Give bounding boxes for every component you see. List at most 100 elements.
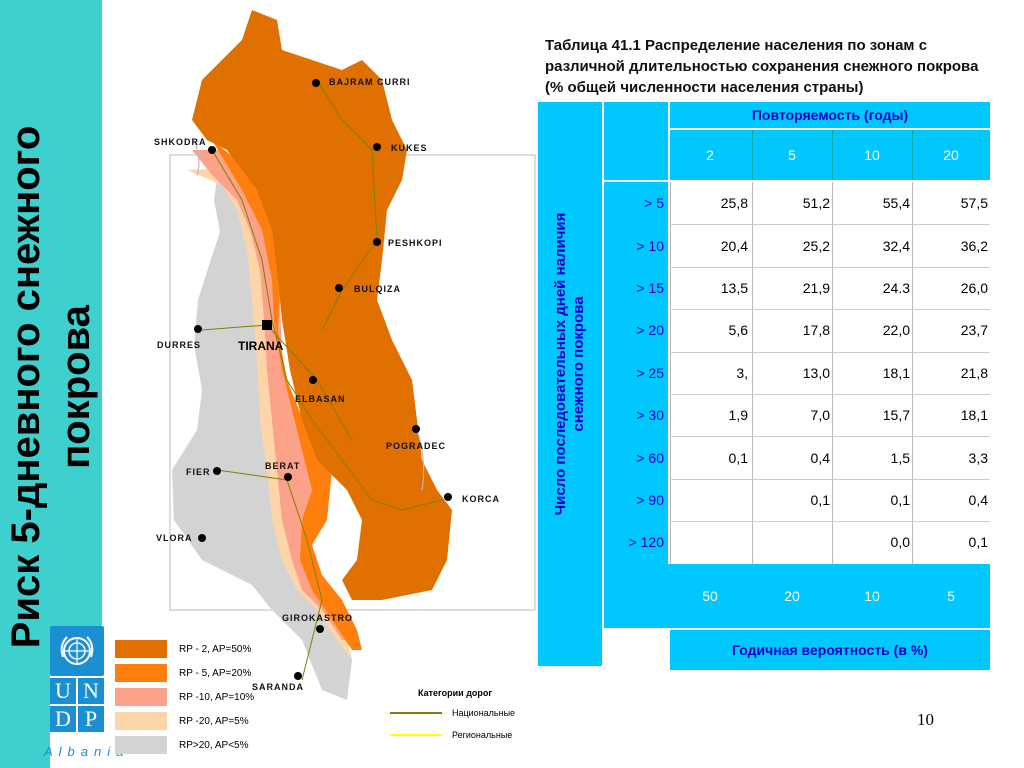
table-cell: 17,8 <box>802 322 830 339</box>
legend-label: RP -20, AP=5% <box>179 715 249 727</box>
zone-rp-2 <box>192 10 452 600</box>
city-label: KORCA <box>462 494 500 504</box>
probability-value: 50 <box>702 588 718 604</box>
legend-label: RP -10, AP=10% <box>179 691 255 703</box>
table-cell: 22,0 <box>882 322 910 339</box>
row-label: > 25 <box>636 364 664 381</box>
population-table: Повторяемость (годы) 2 5 10 20 Число пос… <box>538 102 990 670</box>
national-road <box>211 149 443 511</box>
table-cell <box>752 521 830 563</box>
table-cell: 3,3 <box>968 449 988 466</box>
probability-value: 10 <box>864 588 880 604</box>
city-label: KUKES <box>391 143 428 153</box>
country-label: Albania <box>44 744 130 759</box>
table-cell: 25,8 <box>720 195 748 212</box>
legend-swatch <box>115 736 167 754</box>
row-label: > 60 <box>636 449 664 466</box>
year-header-band <box>670 130 990 180</box>
table-cell: 57,5 <box>960 195 988 212</box>
legend-swatch <box>115 664 167 682</box>
header-top-label: Повторяемость (годы) <box>751 107 909 123</box>
legend-swatch <box>115 640 167 658</box>
table-cell: 55,4 <box>882 195 910 212</box>
legend-label: RP - 2, AP=50% <box>179 643 252 655</box>
legend-swatch <box>115 688 167 706</box>
undp-letter: P <box>78 706 104 732</box>
legend-item: RP -20, AP=5% <box>115 712 275 730</box>
national-road <box>201 324 353 441</box>
national-road <box>316 79 378 331</box>
city-label: VLORA <box>156 533 193 543</box>
table-cell: 0,1 <box>728 449 748 466</box>
table-cell: 21,9 <box>802 279 830 296</box>
probability-value: 20 <box>784 588 800 604</box>
table-cell: 26,0 <box>960 279 988 296</box>
city-label: POGRADEC <box>386 441 446 451</box>
table-cell: 13,0 <box>802 364 830 381</box>
page-number: 10 <box>917 710 934 729</box>
legend-swatch <box>115 712 167 730</box>
table-cell <box>670 521 748 563</box>
row-label: > 20 <box>636 322 664 339</box>
undp-letter: D <box>50 706 76 732</box>
road-legend-item: Национальные <box>390 708 515 718</box>
legend-item: RP - 5, AP=20% <box>115 664 275 682</box>
table-cell: 25,2 <box>802 237 830 254</box>
table-cell: 0,0 <box>890 534 910 551</box>
table-cell <box>670 479 748 521</box>
table-footer-label: Годичная вероятность (в %) <box>732 642 928 658</box>
year-header: 5 <box>788 147 796 163</box>
table-cell: 7,0 <box>810 407 830 424</box>
zone-rp-20 <box>187 168 352 660</box>
row-label: > 10 <box>636 237 664 254</box>
table-cell: 3, <box>736 364 748 381</box>
undp-logo: U N D P <box>50 626 108 732</box>
table-cell: 0,1 <box>890 491 910 508</box>
city-label: DURRES <box>157 340 201 350</box>
undp-letter: N <box>78 678 104 704</box>
legend-item: RP>20, AP<5% <box>115 736 275 754</box>
table-cell: 1,9 <box>728 407 748 424</box>
legend-item: RP - 2, AP=50% <box>115 640 275 658</box>
year-header: 2 <box>706 147 714 163</box>
table-cell: 1,5 <box>890 449 910 466</box>
row-label: > 15 <box>636 279 664 296</box>
city-label: BULQIZA <box>354 284 401 294</box>
table-cell: 23,7 <box>960 322 988 339</box>
albania-snow-risk-map: BAJRAM CURRI SHKODRA KUKES PESHKOPI BULQ… <box>154 10 536 700</box>
table-cell: 15,7 <box>882 407 910 424</box>
city-label: BERAT <box>265 461 300 471</box>
legend-label: RP - 5, AP=20% <box>179 667 252 679</box>
year-header: 10 <box>864 147 880 163</box>
slide-title: Риск 5-дневного снежного покрова <box>4 125 98 649</box>
legend-item: RP -10, AP=10% <box>115 688 275 706</box>
roads-title: Категории дорог <box>418 688 493 698</box>
table-cell: 36,2 <box>960 237 988 254</box>
zone-rp-5 <box>212 140 362 650</box>
un-emblem-icon <box>50 626 104 676</box>
table-cell: 0,1 <box>968 534 988 551</box>
row-label-band <box>604 182 668 564</box>
header-top-band <box>670 102 990 128</box>
row-axis-label: Число последовательных дней наличия снеж… <box>552 212 587 516</box>
row-label: > 120 <box>628 534 664 551</box>
row-axis-band <box>538 102 602 666</box>
row-label: > 5 <box>644 195 664 212</box>
city-label: FIER <box>186 467 211 477</box>
table-cell: 24.3 <box>882 279 910 296</box>
table-cell: 13,5 <box>720 279 748 296</box>
table-cell: 32,4 <box>882 237 910 254</box>
city-label: GIROKASTRO <box>282 613 353 623</box>
undp-letter: U <box>50 678 76 704</box>
table-cell: 5,6 <box>728 322 748 339</box>
table-cell: 0,4 <box>810 449 830 466</box>
city-label: ELBASAN <box>295 394 346 404</box>
table-cell: 20,4 <box>720 237 748 254</box>
year-header: 20 <box>943 147 959 163</box>
road-legend-item: Региональные <box>390 730 512 740</box>
table-cell: 18,1 <box>960 407 988 424</box>
table-cell: 51,2 <box>802 195 830 212</box>
road-label: Региональные <box>452 730 513 740</box>
city-label: SARANDA <box>252 682 304 692</box>
table-title: Таблица 41.1 Распределение населения по … <box>545 37 979 96</box>
